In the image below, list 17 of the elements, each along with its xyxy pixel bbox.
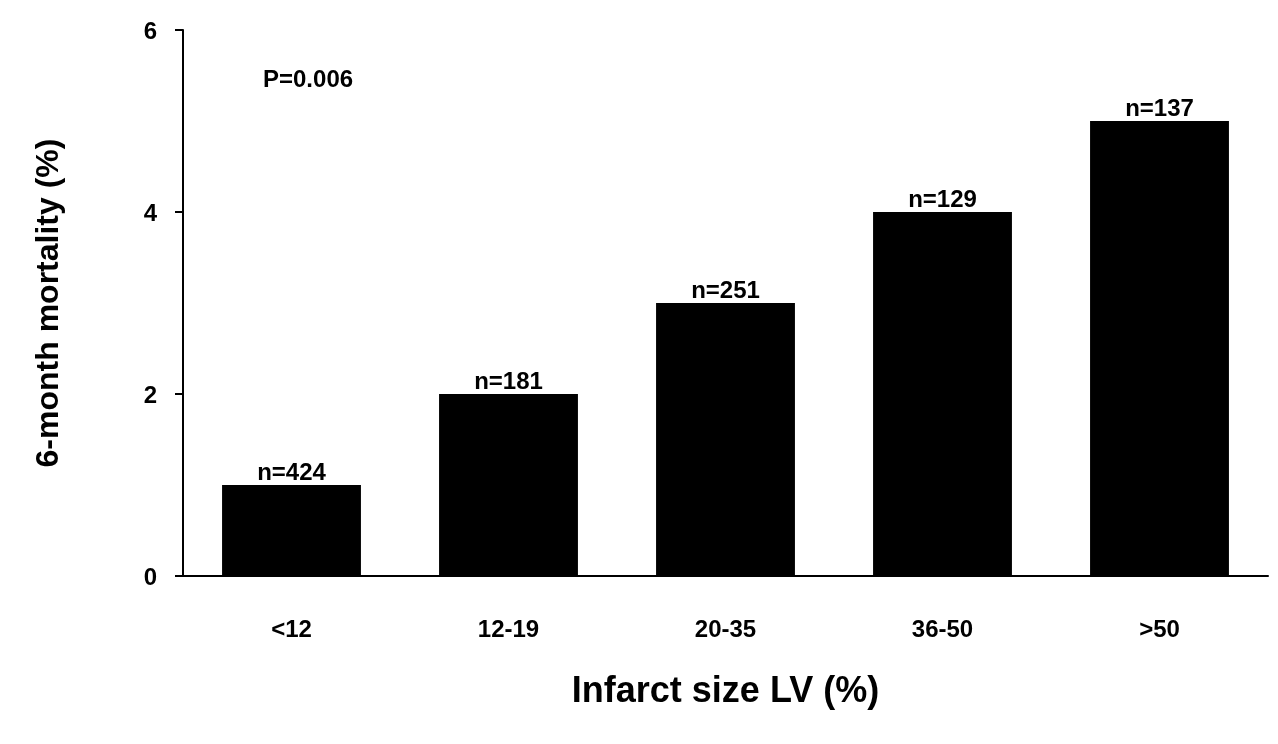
x-tick-label: 12-19 xyxy=(477,614,540,642)
y-tick-label: 6 xyxy=(143,16,157,44)
annotation: n=129 xyxy=(908,184,977,212)
x-axis-title: Infarct size LV (%) xyxy=(571,668,880,710)
annotation: n=137 xyxy=(1125,93,1194,121)
y-axis-title: 6-month mortality (%) xyxy=(29,138,65,468)
x-tick-label: >50 xyxy=(1139,614,1180,642)
x-tick-label: 20-35 xyxy=(694,614,757,642)
y-tick-label: 4 xyxy=(143,198,158,226)
y-tick-label: 2 xyxy=(143,380,157,408)
x-tick-label: <12 xyxy=(271,614,312,642)
annotation: n=424 xyxy=(257,457,327,485)
y-tick-label: 0 xyxy=(143,562,157,590)
x-tick-label: 36-50 xyxy=(911,614,974,642)
annotation: n=181 xyxy=(474,366,543,394)
annotation: P=0.006 xyxy=(263,64,354,92)
annotation: n=251 xyxy=(691,275,760,303)
